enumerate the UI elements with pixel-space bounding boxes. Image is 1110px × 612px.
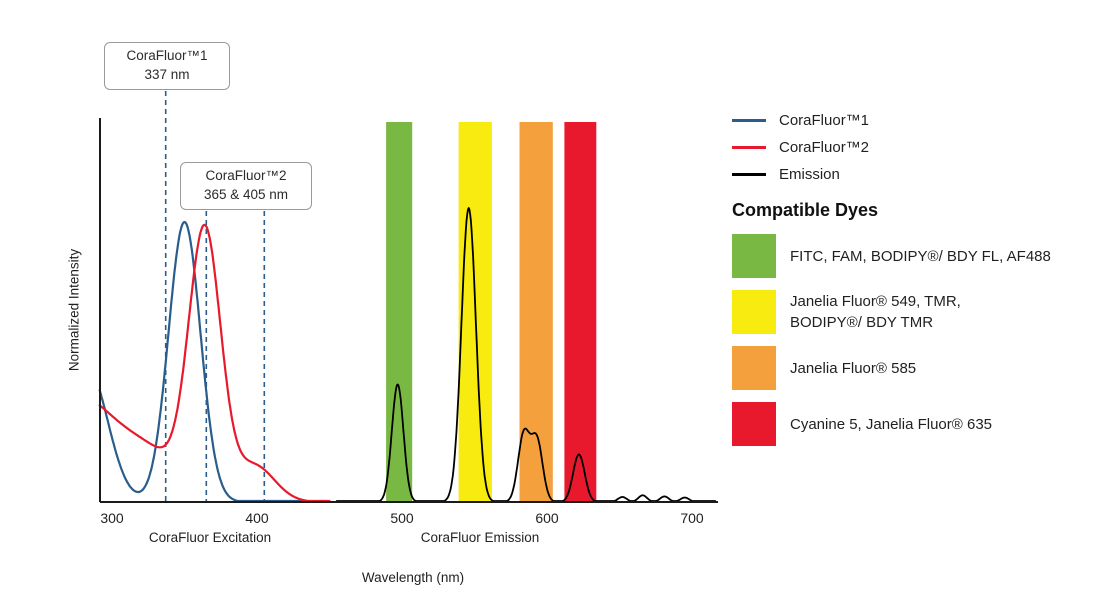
legend-series-label: CoraFluor™1 <box>779 112 870 129</box>
y-axis-label: Normalized Intensity <box>66 248 82 372</box>
marker-callout-wavelength: 365 & 405 nm <box>203 186 289 202</box>
x-tick-label-400: 400 <box>245 510 269 526</box>
dye-legend-item-orange-dyes: Janelia Fluor® 585 <box>732 346 1104 390</box>
marker-callout-wavelength: 337 nm <box>144 66 190 82</box>
marker-callout-title: CoraFluor™2 <box>205 168 287 183</box>
dye-label-line: Cyanine 5, Janelia Fluor® 635 <box>790 415 993 433</box>
legend-line-swatch <box>732 146 766 149</box>
dye-color-swatch <box>732 290 776 334</box>
legend-series-item: CoraFluor™1 <box>732 107 1104 134</box>
dye-color-swatch <box>732 402 776 446</box>
x-tick-label-300: 300 <box>100 510 124 526</box>
dye-label: Cyanine 5, Janelia Fluor® 635 <box>790 414 992 435</box>
marker-callout-corafluor1: CoraFluor™1 337 nm <box>104 42 230 90</box>
legend-series-list: CoraFluor™1 CoraFluor™2 Emission <box>732 107 1104 188</box>
x-tick-label-500: 500 <box>390 510 414 526</box>
dye-label: Janelia Fluor® 585 <box>790 358 916 379</box>
legend-series-item: CoraFluor™2 <box>732 134 1104 161</box>
dye-band-red <box>564 122 597 502</box>
marker-callout-corafluor2: CoraFluor™2 365 & 405 nm <box>180 162 312 210</box>
x-axis-label: Wavelength (nm) <box>361 570 465 585</box>
legend-series-label: Emission <box>779 166 840 183</box>
legend: CoraFluor™1 CoraFluor™2 Emission Compatibl… <box>732 107 1104 446</box>
dye-legend-item-green-dyes: FITC, FAM, BODIPY®/ BDY FL, AF488 <box>732 234 1104 278</box>
dye-label-line: FITC, FAM, BODIPY®/ BDY FL, AF488 <box>790 247 1051 265</box>
compatible-dyes-heading: Compatible Dyes <box>732 200 879 220</box>
excitation-section-label: CoraFluor Excitation <box>148 530 272 545</box>
legend-series-item: Emission <box>732 161 1104 188</box>
dye-label: Janelia Fluor® 549, TMR, BODIPY®/ BDY TMR <box>790 291 961 333</box>
legend-series-label: CoraFluor™2 <box>779 139 870 156</box>
dye-label-line: BODIPY®/ BDY TMR <box>790 314 934 331</box>
legend-line-swatch <box>732 119 766 122</box>
marker-callout-title: CoraFluor™1 <box>126 48 208 63</box>
legend-line-swatch <box>732 173 766 176</box>
dye-legend-list: FITC, FAM, BODIPY®/ BDY FL, AF488 Janelia… <box>732 234 1104 446</box>
dye-band-orange <box>519 122 553 502</box>
dye-legend-item-yellow-dyes: Janelia Fluor® 549, TMR, BODIPY®/ BDY TMR <box>732 290 1104 334</box>
dye-color-swatch <box>732 346 776 390</box>
emission-section-label: CoraFluor Emission <box>420 530 540 545</box>
curve-corafluor-2 <box>98 223 331 503</box>
x-tick-label-700: 700 <box>680 510 704 526</box>
dye-label: FITC, FAM, BODIPY®/ BDY FL, AF488 <box>790 246 1051 267</box>
curve-corafluor-1 <box>98 220 305 503</box>
dye-color-swatch <box>732 234 776 278</box>
dye-label-line: Janelia Fluor® 549, TMR, <box>790 293 961 310</box>
dye-label-line: Janelia Fluor® 585 <box>790 359 917 377</box>
dye-legend-item-red-dyes: Cyanine 5, Janelia Fluor® 635 <box>732 402 1104 446</box>
x-tick-label-600: 600 <box>535 510 559 526</box>
